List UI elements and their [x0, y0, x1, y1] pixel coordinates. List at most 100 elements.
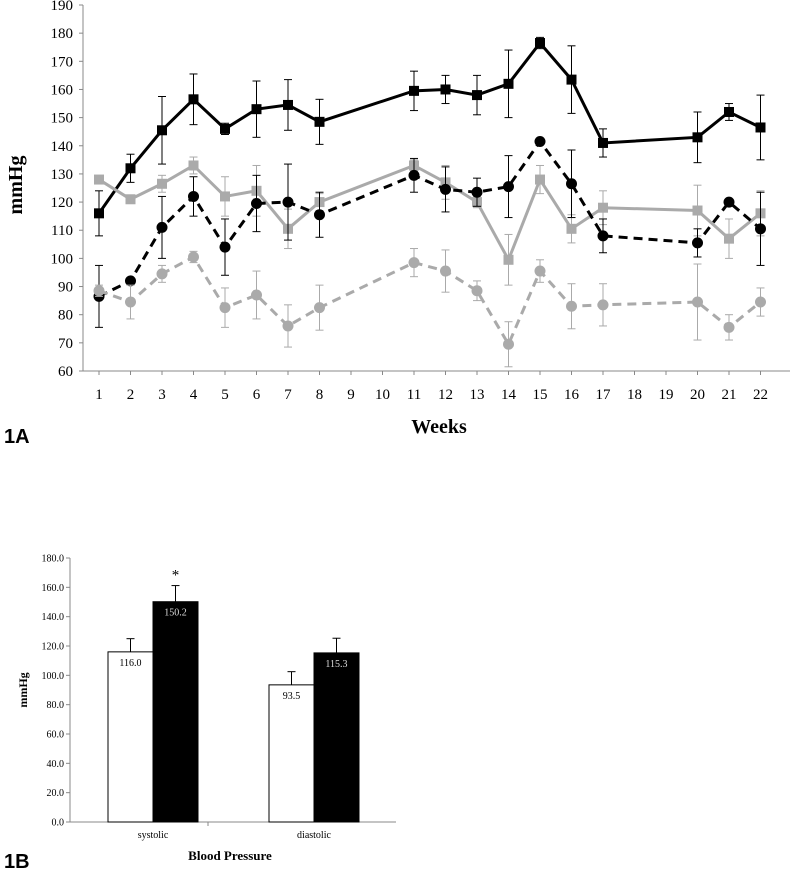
x-tick-label: 11 — [407, 387, 421, 403]
data-point — [692, 132, 703, 143]
y-tick-label: 180 — [51, 26, 74, 42]
x-tick-label: 1 — [95, 387, 103, 403]
data-point — [503, 338, 514, 350]
data-point — [692, 205, 703, 216]
data-point — [597, 299, 609, 311]
series-line — [98, 163, 762, 264]
y-tick-label: 120 — [51, 195, 74, 211]
bar — [152, 601, 199, 823]
data-point — [188, 160, 199, 171]
data-point — [535, 174, 545, 185]
data-point — [156, 221, 168, 233]
x-tick-label: 10 — [375, 387, 390, 403]
y-tick-label: 70 — [58, 336, 73, 352]
data-point — [314, 209, 325, 221]
data-point — [472, 90, 482, 101]
x-tick-label: diastolic — [297, 830, 331, 841]
y-tick-label: 100 — [51, 251, 74, 267]
data-point — [219, 241, 231, 253]
y-tick-label: 80.0 — [47, 700, 65, 711]
data-point — [157, 125, 167, 136]
data-point — [314, 116, 325, 127]
data-point — [156, 268, 168, 280]
data-point — [566, 178, 577, 190]
data-point — [471, 285, 483, 297]
data-point — [440, 84, 451, 95]
data-point — [723, 321, 735, 333]
data-point — [566, 300, 577, 312]
data-point — [503, 181, 514, 193]
series-line — [97, 40, 762, 215]
data-point — [219, 302, 231, 314]
x-tick-label: 20 — [690, 387, 705, 403]
x-axis-title: Weeks — [411, 416, 467, 438]
bar-value-label: 116.0 — [119, 658, 141, 669]
x-tick-label: 19 — [659, 387, 674, 403]
x-tick-label: systolic — [138, 830, 169, 841]
data-point — [409, 85, 419, 96]
data-point — [440, 183, 451, 195]
panel-label: 1B — [4, 851, 30, 873]
data-point — [408, 169, 420, 181]
data-point — [94, 174, 104, 185]
y-tick-label: 60 — [58, 364, 73, 380]
x-tick-label: 6 — [253, 387, 261, 403]
data-point — [94, 208, 104, 219]
data-point — [251, 289, 262, 301]
data-point — [755, 223, 766, 235]
data-point — [408, 257, 420, 269]
y-tick-label: 120.0 — [42, 642, 65, 653]
data-point — [597, 230, 609, 242]
data-point — [534, 136, 546, 148]
y-tick-label: 130 — [51, 167, 74, 183]
series-4 — [93, 248, 766, 368]
data-point — [125, 163, 136, 174]
data-point — [188, 251, 199, 263]
data-point — [282, 196, 294, 208]
x-tick-label: 16 — [564, 387, 580, 403]
data-point — [157, 178, 167, 189]
data-point — [755, 296, 766, 308]
x-tick-label: 22 — [753, 387, 768, 403]
data-point — [282, 320, 294, 332]
bar-value-label: 93.5 — [283, 691, 301, 702]
data-point — [314, 302, 325, 314]
bar-value-label: 115.3 — [325, 659, 347, 670]
y-tick-label: 0.0 — [52, 818, 65, 829]
data-point — [125, 275, 136, 287]
data-point — [125, 296, 136, 308]
series-line — [98, 254, 762, 348]
y-tick-label: 100.0 — [42, 671, 65, 682]
y-tick-label: 180.0 — [42, 554, 65, 565]
x-tick-label: 3 — [158, 387, 166, 403]
y-tick-label: 160 — [51, 82, 74, 98]
data-point — [723, 196, 735, 208]
panel-label: 1A — [4, 426, 30, 448]
x-tick-label: 13 — [470, 387, 485, 403]
y-tick-label: 160.0 — [42, 583, 65, 594]
x-tick-label: 9 — [347, 387, 355, 403]
data-point — [598, 137, 608, 148]
data-point — [755, 122, 766, 133]
y-tick-label: 110 — [51, 223, 73, 239]
data-point — [724, 106, 734, 117]
x-tick-label: 21 — [722, 387, 737, 403]
data-point — [188, 94, 199, 105]
data-point — [471, 186, 483, 198]
significance-marker: * — [172, 568, 180, 584]
y-tick-label: 190 — [51, 0, 74, 14]
y-tick-label: 140 — [51, 139, 74, 155]
x-tick-label: 17 — [596, 387, 612, 403]
data-point — [220, 191, 230, 202]
x-tick-label: 4 — [190, 387, 198, 403]
data-point — [503, 254, 514, 265]
x-tick-label: 5 — [221, 387, 229, 403]
x-tick-label: 14 — [501, 387, 517, 403]
bar — [107, 651, 154, 823]
y-tick-label: 150 — [51, 111, 74, 127]
series-3 — [93, 136, 766, 328]
bar — [268, 684, 315, 823]
x-tick-label: 15 — [533, 387, 548, 403]
series-line — [98, 138, 762, 298]
